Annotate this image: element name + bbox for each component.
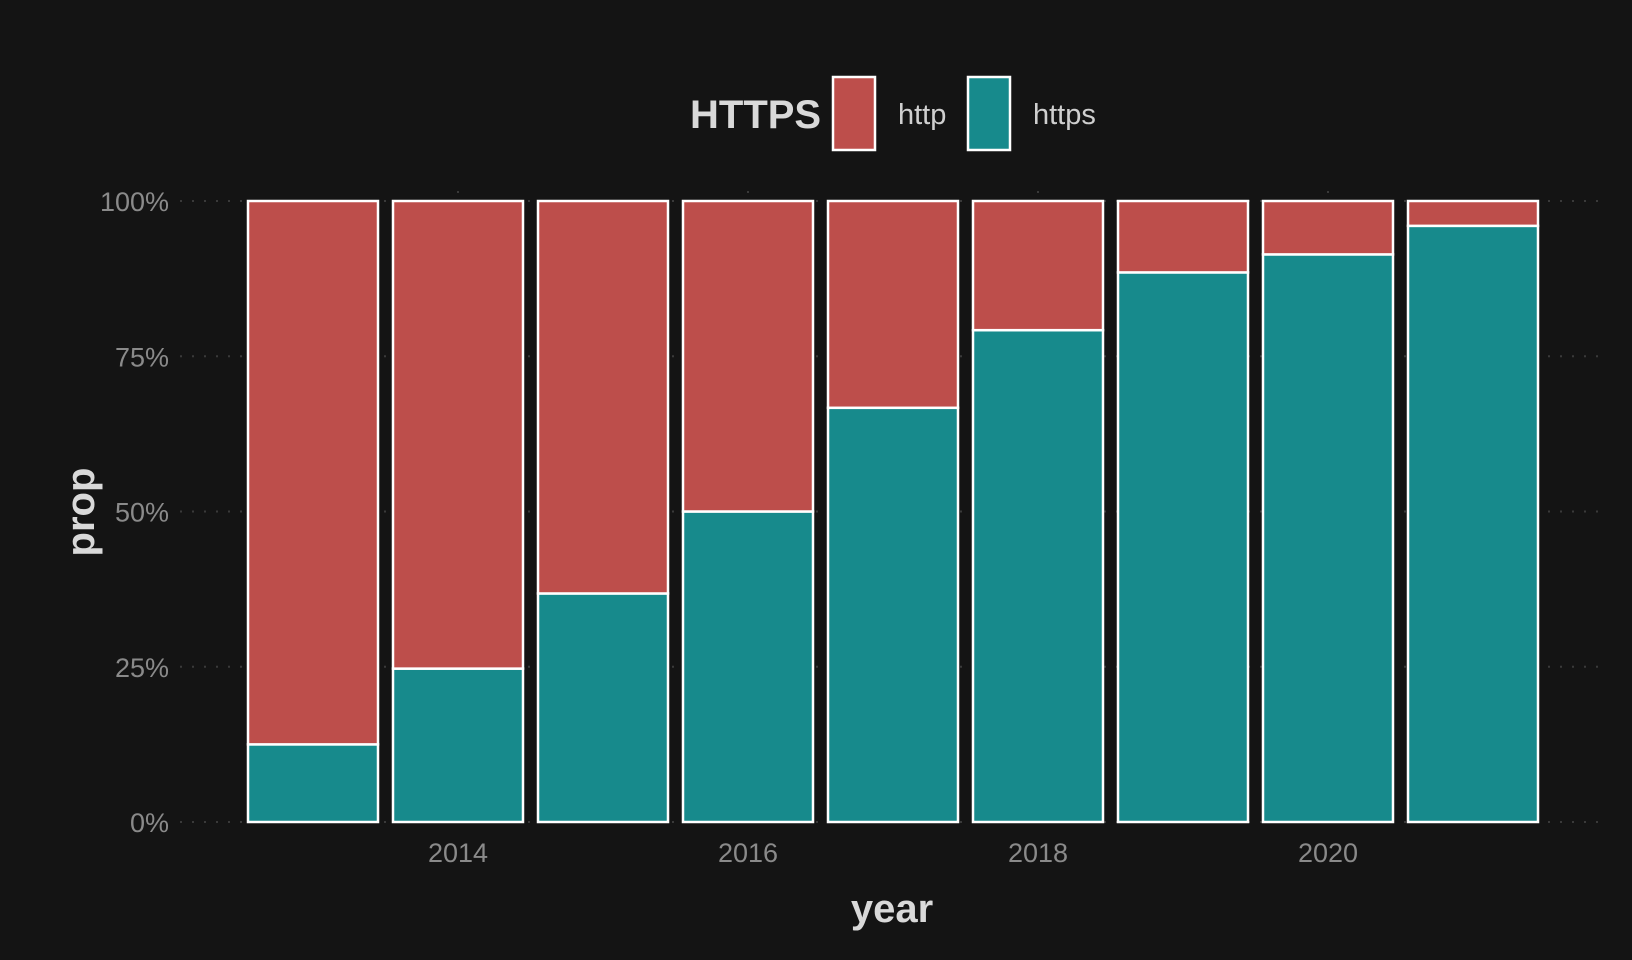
legend-swatch-https bbox=[966, 75, 1012, 152]
x-axis-title: year bbox=[851, 887, 933, 931]
x-tick-label: 2018 bbox=[1008, 838, 1068, 868]
y-tick-label: 0% bbox=[130, 808, 169, 838]
y-tick-label: 75% bbox=[115, 342, 169, 372]
bar-http-2013 bbox=[246, 199, 380, 746]
bar-https-2018 bbox=[971, 328, 1105, 824]
y-tick-label: 50% bbox=[115, 498, 169, 528]
bar-https-2019 bbox=[1116, 271, 1250, 824]
bar-https-2016 bbox=[681, 510, 815, 824]
x-axis-ticks: 2014 2016 2018 2020 bbox=[428, 838, 1358, 868]
legend-title: HTTPS bbox=[690, 93, 821, 137]
bar-http-2021 bbox=[1406, 199, 1540, 228]
bar-https-2014 bbox=[391, 667, 525, 824]
y-tick-label: 100% bbox=[100, 187, 169, 217]
x-tick-label: 2020 bbox=[1298, 838, 1358, 868]
y-tick-label: 25% bbox=[115, 653, 169, 683]
bars bbox=[246, 199, 1540, 824]
y-axis-ticks: 0% 25% 50% 75% 100% bbox=[100, 187, 169, 838]
legend: HTTPS http https bbox=[690, 75, 1096, 152]
legend-label-http: http bbox=[898, 99, 946, 131]
bar-http-2015 bbox=[536, 199, 670, 595]
bar-https-2017 bbox=[826, 406, 960, 824]
bar-https-2021 bbox=[1406, 224, 1540, 824]
bar-http-2014 bbox=[391, 199, 525, 670]
legend-label-https: https bbox=[1033, 99, 1096, 131]
bar-http-2018 bbox=[971, 199, 1105, 332]
y-axis-title: prop bbox=[59, 468, 103, 557]
legend-swatch-http bbox=[831, 75, 877, 152]
bar-https-2015 bbox=[536, 592, 670, 824]
bar-http-2019 bbox=[1116, 199, 1250, 274]
bar-http-2020 bbox=[1261, 199, 1395, 256]
x-tick-label: 2016 bbox=[718, 838, 778, 868]
bar-https-2020 bbox=[1261, 253, 1395, 824]
bar-http-2016 bbox=[681, 199, 815, 513]
bar-http-2017 bbox=[826, 199, 960, 410]
bar-https-2013 bbox=[246, 743, 380, 824]
x-tick-label: 2014 bbox=[428, 838, 488, 868]
